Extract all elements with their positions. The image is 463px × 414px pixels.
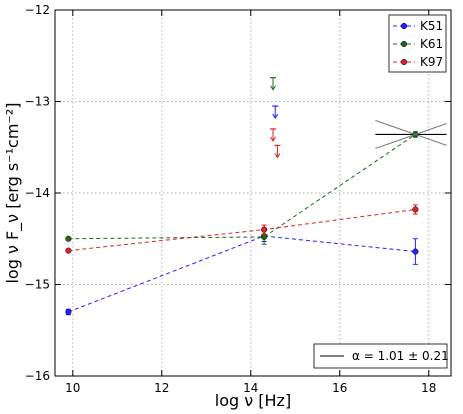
series-line xyxy=(68,235,416,313)
upper-limit-arrowhead xyxy=(270,85,276,91)
x-tick-label: 10 xyxy=(65,381,80,395)
legend-entries: K51 K61 K97 xyxy=(393,19,443,69)
y-tick-label: −12 xyxy=(25,3,50,17)
legend-label-k97: K97 xyxy=(420,55,443,69)
upper-limit-arrowhead xyxy=(272,113,279,120)
data-point xyxy=(261,233,268,240)
legend-label-k51: K51 xyxy=(420,19,443,33)
data-point xyxy=(412,206,419,213)
series-k97 xyxy=(65,128,419,254)
data-point xyxy=(261,226,268,233)
data-point xyxy=(65,308,72,316)
x-axis-label: log ν [Hz] xyxy=(215,391,291,410)
x-tick-label: 18 xyxy=(421,381,436,395)
x-tick-label: 16 xyxy=(332,381,347,395)
legend-swatch-marker xyxy=(400,58,408,66)
y-tick-label: −16 xyxy=(25,369,50,383)
data-point xyxy=(65,235,72,242)
legend-label-k61: K61 xyxy=(420,37,443,51)
fit-bound-line xyxy=(375,119,447,146)
x-tick-label: 12 xyxy=(154,381,169,395)
fit-bound-line xyxy=(375,123,447,149)
legend-swatch-marker xyxy=(400,40,408,48)
series-line xyxy=(68,134,416,240)
plot-area xyxy=(55,10,451,376)
data-point xyxy=(65,247,72,254)
data-point xyxy=(412,248,419,255)
upper-limit-arrowhead xyxy=(274,153,281,159)
y-axis-label: log ν F_ν [erg s⁻¹cm⁻²] xyxy=(3,102,23,283)
y-tick-label: −15 xyxy=(25,278,50,292)
legend-fit: α = 1.01 ± 0.21 xyxy=(313,343,449,369)
ticks: 10 12 14 16 18 −16 −15 −14 −13 −12 xyxy=(25,3,451,395)
series-layer xyxy=(65,77,419,316)
y-tick-label: −14 xyxy=(25,186,50,200)
legend-series: K51 K61 K97 xyxy=(388,14,447,73)
upper-limit-arrowhead xyxy=(270,136,276,142)
legend-series-box xyxy=(388,14,447,73)
y-tick-label: −13 xyxy=(25,95,50,109)
x-tick-label: 14 xyxy=(243,381,258,395)
legend-swatch-marker xyxy=(400,22,408,30)
fit-layer xyxy=(375,119,447,149)
legend-fit-label: α = 1.01 ± 0.21 xyxy=(352,349,449,363)
